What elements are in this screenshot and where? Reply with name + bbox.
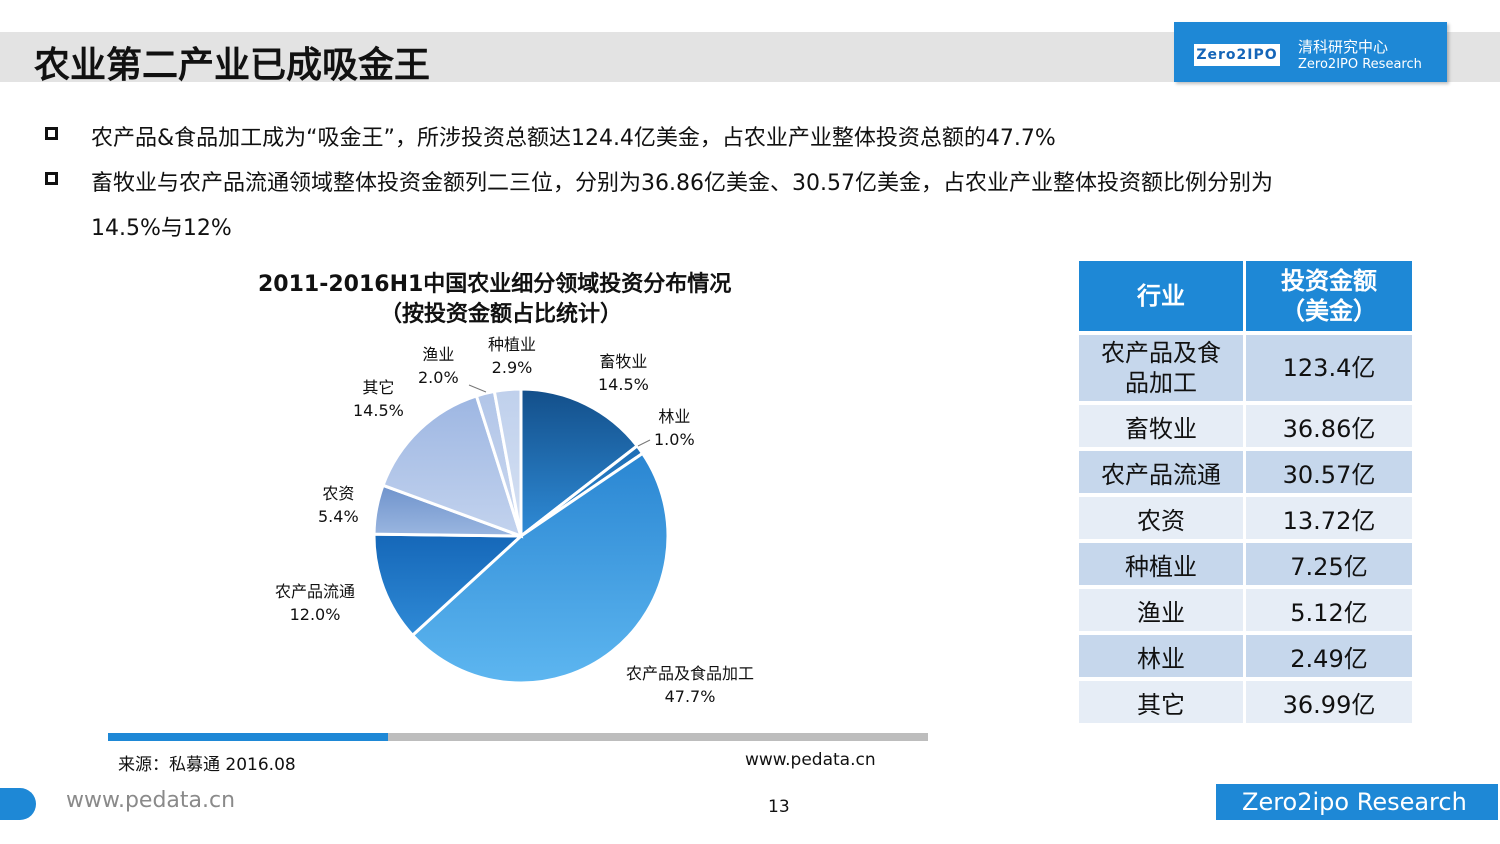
pie-slice bbox=[410, 451, 670, 685]
chart-subtitle: （按投资金额占比统计） bbox=[380, 302, 623, 327]
pie-label-value: 12.0% bbox=[289, 605, 341, 624]
table-cell-industry: 种植业 bbox=[1079, 543, 1246, 589]
table-cell-industry: 渔业 bbox=[1079, 589, 1246, 635]
pie-label-name: 畜牧业 bbox=[599, 352, 648, 371]
table-cell-industry: 农资 bbox=[1079, 497, 1246, 543]
page-number: 13 bbox=[768, 797, 790, 817]
logo-cn-text: 清科研究中心 bbox=[1298, 38, 1389, 56]
pie-slice bbox=[372, 532, 525, 638]
source-bar-accent bbox=[108, 733, 388, 741]
table-cell-industry: 其它 bbox=[1079, 681, 1246, 727]
bullet-text-1: 农产品&食品加工成为“吸金王”，所涉投资总额达124.4亿美金，占农业产业整体投… bbox=[91, 126, 1056, 151]
table-row: 农产品流通 30.57亿 bbox=[1079, 451, 1415, 497]
pie-label-name: 农产品及食品加工 bbox=[626, 664, 755, 683]
table-cell-industry: 畜牧业 bbox=[1079, 405, 1246, 451]
bullet-text-2: 畜牧业与农产品流通领域整体投资金额列二三位，分别为36.86亿美金、30.57亿… bbox=[91, 171, 1273, 196]
table-cell-industry: 林业 bbox=[1079, 635, 1246, 681]
source-text: 来源：私募通 2016.08 bbox=[118, 755, 296, 775]
table-cell-amount: 123.4亿 bbox=[1246, 335, 1415, 405]
table-row: 农产品及食品加工 123.4亿 bbox=[1079, 335, 1415, 405]
logo-en-text: Zero2IPO Research bbox=[1298, 57, 1422, 72]
table-cell-industry: 农产品流通 bbox=[1079, 451, 1246, 497]
pie-label-fishery: 渔业 2.0% bbox=[418, 343, 459, 389]
table-cell-amount: 36.99亿 bbox=[1246, 681, 1415, 727]
pie-label-name: 林业 bbox=[658, 407, 691, 426]
source-url[interactable]: www.pedata.cn bbox=[745, 750, 876, 770]
pie-chart bbox=[372, 384, 670, 685]
pie-label-value: 1.0% bbox=[654, 430, 695, 449]
pie-slice bbox=[519, 387, 640, 540]
table-cell-amount: 13.72亿 bbox=[1246, 497, 1415, 543]
table-cell-industry: 农产品及食品加工 bbox=[1079, 335, 1246, 405]
pie-label-processing: 农产品及食品加工 47.7% bbox=[626, 662, 754, 708]
leader-line bbox=[468, 384, 487, 393]
table-cell-amount: 30.57亿 bbox=[1246, 451, 1415, 497]
table-cell-industry-text: 农产品及食品加工 bbox=[1101, 339, 1221, 397]
source-bar bbox=[388, 733, 928, 741]
bullet-square-icon bbox=[45, 172, 58, 185]
pie-label-name: 渔业 bbox=[422, 345, 455, 364]
pie-label-value: 47.7% bbox=[664, 687, 716, 706]
logo-mark-text: Zero2IPO bbox=[1196, 47, 1278, 63]
page-title: 农业第二产业已成吸金王 bbox=[34, 45, 431, 86]
table-row: 农资 13.72亿 bbox=[1079, 497, 1415, 543]
pie-label-value: 2.9% bbox=[491, 358, 533, 377]
bullet-square-icon bbox=[45, 127, 58, 140]
table-header-amount-text: 投资金额（美金） bbox=[1281, 267, 1377, 325]
table-cell-amount: 7.25亿 bbox=[1246, 543, 1415, 589]
table-cell-amount: 36.86亿 bbox=[1246, 405, 1415, 451]
table-row: 种植业 7.25亿 bbox=[1079, 543, 1415, 589]
logo-mark-icon: Zero2IPO bbox=[1194, 44, 1280, 66]
pie-slice bbox=[492, 387, 523, 537]
investment-table: 行业 投资金额（美金） 农产品及食品加工 123.4亿 畜牧业 36.86亿 农… bbox=[1079, 261, 1415, 727]
pie-label-value: 14.5% bbox=[598, 375, 649, 394]
table-cell-amount: 5.12亿 bbox=[1246, 589, 1415, 635]
pie-label-value: 2.0% bbox=[418, 368, 459, 387]
pie-label-forestry: 林业 1.0% bbox=[654, 405, 695, 451]
table-header-industry: 行业 bbox=[1079, 261, 1246, 335]
pie-label-value: 14.5% bbox=[353, 401, 404, 420]
footer-brand: Zero2ipo Research bbox=[1242, 788, 1467, 816]
pie-label-agri-input: 农资 5.4% bbox=[318, 482, 359, 528]
bullet-text-2-cont: 14.5%与12% bbox=[91, 216, 232, 241]
leader-line bbox=[637, 439, 651, 447]
pie-label-animal: 畜牧业 14.5% bbox=[598, 350, 649, 396]
pie-label-planting: 种植业 2.9% bbox=[488, 333, 536, 379]
table-row: 林业 2.49亿 bbox=[1079, 635, 1415, 681]
corner-decoration bbox=[0, 788, 36, 820]
pie-label-name: 农资 bbox=[322, 484, 355, 503]
table-cell-amount: 2.49亿 bbox=[1246, 635, 1415, 681]
footer-url[interactable]: www.pedata.cn bbox=[66, 788, 236, 813]
pie-label-name: 种植业 bbox=[488, 335, 537, 354]
pie-label-other: 其它 14.5% bbox=[353, 376, 404, 422]
pie-label-name: 其它 bbox=[362, 378, 395, 397]
footer-brand-box bbox=[1216, 784, 1498, 820]
table-row: 畜牧业 36.86亿 bbox=[1079, 405, 1415, 451]
table-header-amount: 投资金额（美金） bbox=[1246, 261, 1415, 335]
pie-label-name: 农产品流通 bbox=[275, 582, 356, 601]
table-row: 其它 36.99亿 bbox=[1079, 681, 1415, 727]
chart-title: 2011-2016H1中国农业细分领域投资分布情况 bbox=[258, 272, 732, 297]
pie-label-value: 5.4% bbox=[318, 507, 359, 526]
table-row: 渔业 5.12亿 bbox=[1079, 589, 1415, 635]
pie-label-circulation: 农产品流通 12.0% bbox=[275, 580, 355, 626]
